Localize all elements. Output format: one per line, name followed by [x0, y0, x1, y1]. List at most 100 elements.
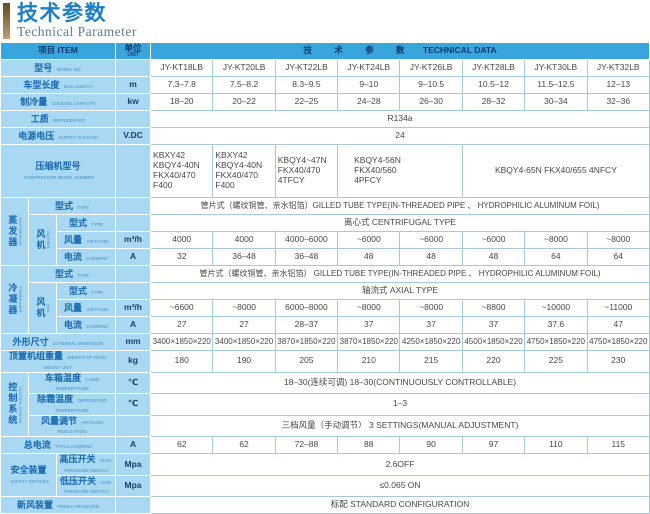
data-cell: JY-KT20LB — [212, 59, 276, 77]
dimensions-label-en: EXTERNAL DIMENSION — [53, 340, 104, 346]
data-cell: ~8800 — [461, 299, 526, 317]
defrost-temp-unit: ℃ — [115, 393, 152, 416]
condenser-type-value: 管片式（螺纹铜管、亲水铝箔） GILLED TUBE TYPE(IN-THREA… — [150, 265, 650, 283]
evaporator-fan-group-label: 风机 BLOWER — [28, 214, 57, 266]
data-cell: 37 — [337, 316, 401, 334]
data-cell: 230 — [586, 350, 650, 373]
data-cell: JY-KT28LB — [461, 59, 526, 77]
supply-voltage-label-en: SUPPLY VOLTAGE — [58, 134, 98, 140]
header-unit: 单位 UNIT — [115, 42, 152, 60]
data-cell: JY-KT24LB — [337, 59, 401, 77]
air-flow-label-cn: 风量 — [63, 302, 82, 313]
compressor-cell: KBXY42 KBQY4-40N FKX40/470 F400 — [212, 144, 276, 198]
data-cell: 32–36 — [586, 93, 650, 111]
condenser-air-flow-label: 风量 AIR FLOW — [55, 299, 117, 317]
data-cell: 90 — [399, 436, 463, 455]
data-cell: 97 — [461, 436, 526, 455]
defrost-temp-label-cn: 除霜温度 — [37, 394, 74, 405]
unit-weight-unit: kg — [115, 350, 152, 373]
row-evaporator-current: 电流 CURRENT A 32 36–48 36–48 48 48 48 64 … — [1, 248, 650, 266]
condenser-fan-type-unit — [115, 282, 152, 300]
row-condenser-air-flow: 风量 AIR FLOW m³/h ~6600 ~8000 6000–8000 ~… — [1, 299, 650, 317]
compressor-label-cn: 压缩机型号 — [35, 160, 81, 171]
data-cell: 9–10.5 — [399, 76, 463, 94]
data-cell: 11.5–12.5 — [524, 76, 588, 94]
row-total-current: 总电流 TOTAL CURRENT A 62 62 72–88 88 90 97… — [0, 436, 650, 455]
data-cell: 220 — [461, 350, 526, 373]
data-cell: 88 — [337, 436, 401, 455]
cabin-temp-value: 18–30(连续可调) 18–30(CONTINUOUSLY CONTROLLA… — [150, 371, 650, 395]
bus-length-label-cn: 车型长度 — [23, 79, 60, 90]
evaporator-group-en: EVAPORATOR — [17, 217, 23, 246]
evaporator-group-label: 蒸发器 EVAPORATOR — [0, 197, 29, 266]
condenser-group-cn: 冷凝器 — [7, 283, 18, 316]
row-defrost-temp: 除霜温度 DEFROSTING TEMPERATURE ℃ 1–3 — [1, 393, 650, 416]
control-group-en: CONTROL SYSTEM — [17, 385, 23, 423]
data-cell: 4000 — [150, 231, 214, 249]
data-cell: 9–10 — [337, 76, 401, 94]
type-label-en: TYPE — [91, 221, 104, 227]
row-condenser-fan-type: 风机 FAN 型式 TYPE 轴流式 AXIAL TYPE — [1, 282, 650, 334]
title-accent-bar — [3, 3, 10, 39]
data-cell: 22–25 — [274, 93, 339, 111]
data-cell: 7.3–7.8 — [150, 76, 214, 94]
data-cell: 4750×1850×220 — [586, 333, 650, 351]
row-compressor: 压缩机型号 COMPRESSOR MODEL NUMBER KBXY42 KBQ… — [0, 144, 650, 198]
fan-group-en: FAN — [45, 304, 51, 312]
unit-weight-label-cn: 顶置机组重量 — [8, 351, 63, 361]
bus-length-label: 车型长度 BUS LENGTH — [0, 76, 117, 94]
model-label: 型号 MODEL NO. — [0, 59, 117, 77]
data-cell: ~6600 — [150, 299, 214, 317]
cabin-temp-label-cn: 车箱温度 — [44, 372, 81, 383]
data-cell: 62 — [150, 436, 214, 455]
technical-parameter-table: 项目 ITEM 单位 UNIT 技 术 参 数 TECHNICAL DATA 型… — [0, 42, 650, 514]
condenser-group-en: CONDENSER — [17, 286, 23, 313]
unit-weight-label: 顶置机组重量 WEIGHT OF ROOF MOUNT UNIT — [0, 350, 117, 373]
unit-weight-label-en: WEIGHT OF ROOF MOUNT UNIT — [43, 355, 108, 370]
cooling-capacity-label-cn: 制冷量 — [20, 96, 48, 107]
evaporator-fan-type-unit — [115, 214, 152, 232]
row-cooling-capacity: 制冷量 COOLING CAPACITY kw 18–20 20–22 22–2… — [0, 93, 650, 111]
fresh-air-value: 标配 STANDARD CONFIGURATION — [150, 496, 650, 514]
condenser-fan-group-label: 风机 FAN — [28, 282, 57, 334]
total-current-unit: A — [115, 436, 152, 455]
data-cell: 115 — [586, 436, 650, 455]
condenser-group-label: 冷凝器 CONDENSER — [0, 265, 29, 334]
evaporator-type-label: 型式 TYPE — [27, 197, 117, 215]
row-evaporator-air-flow: 风量 AIR FLOW m³/h 4000 4000 4000–6000 ~60… — [1, 231, 650, 249]
data-cell: 3400×1850×220 — [212, 333, 276, 351]
data-cell: 36–48 — [274, 248, 339, 266]
row-evaporator-fan-type: 风机 BLOWER 型式 TYPE 离心式 CENTRIFUGAL TYPE — [1, 214, 650, 266]
type-label-en: TYPE — [77, 272, 90, 278]
data-cell: 18–20 — [150, 93, 214, 111]
total-current-label: 总电流 TOTAL CURRENT — [0, 436, 117, 455]
row-air-adjust: 风量调节 AIR FLOW REGULATION 三档风量（手动调节） 3 SE… — [1, 414, 650, 438]
row-model: 型号 MODEL NO. JY-KT18LB JY-KT20LB JY-KT22… — [0, 59, 650, 77]
air-flow-label-en: AIR FLOW — [86, 306, 109, 312]
data-cell: 8.3–9.5 — [274, 76, 339, 94]
evaporator-current-unit: A — [115, 248, 152, 266]
data-cell: 64 — [586, 248, 650, 266]
header-item-en: ITEM — [57, 45, 78, 56]
defrost-temp-label-en: DEFROSTING TEMPERATURE — [55, 398, 107, 413]
fan-group-en: BLOWER — [45, 231, 51, 249]
type-label-cn: 型式 — [54, 200, 73, 211]
row-condenser-type: 冷凝器 CONDENSER 型式 TYPE 管片式（螺纹铜管、亲水铝箔） GIL… — [0, 265, 650, 334]
row-high-pressure: 安全装置 SAFETY DEVICES 高压开关 HIGH-PRESSURE S… — [0, 453, 650, 498]
safety-group-en: SAFETY DEVICES — [10, 478, 49, 484]
header-item-cn: 项目 — [38, 45, 56, 56]
data-cell: 26–30 — [399, 93, 463, 111]
bus-length-unit: m — [115, 76, 152, 94]
high-pressure-value: 2.6OFF — [150, 453, 650, 476]
data-cell: 32 — [150, 248, 214, 266]
compressor-cell: KBQY4-56N FKX40/560 4PFCY — [337, 144, 463, 198]
supply-voltage-unit: V.DC — [115, 127, 152, 145]
current-label-cn: 电流 — [63, 319, 82, 330]
data-cell: 6000–8000 — [274, 299, 339, 317]
air-flow-label-en: AIR FLOW — [86, 238, 109, 244]
data-cell: JY-KT22LB — [274, 59, 339, 77]
data-cell: 4000 — [212, 231, 276, 249]
fresh-air-label-en: FRESH AIR DEVICE — [57, 503, 100, 509]
type-label-en: TYPE — [77, 204, 90, 210]
data-cell: ~8000 — [337, 299, 401, 317]
